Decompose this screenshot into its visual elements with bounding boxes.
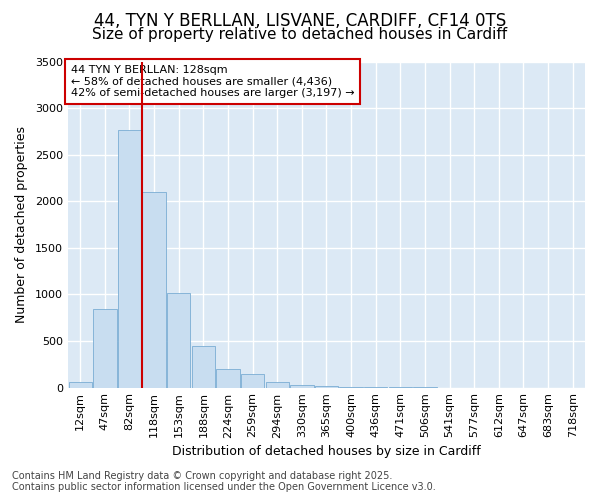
Bar [118, 130, 141, 388]
Y-axis label: Number of detached properties: Number of detached properties [15, 126, 28, 323]
Text: 44 TYN Y BERLLAN: 128sqm
← 58% of detached houses are smaller (4,436)
42% of sem: 44 TYN Y BERLLAN: 128sqm ← 58% of detach… [71, 65, 354, 98]
Bar [340, 387, 363, 388]
Bar [266, 382, 289, 388]
Text: Size of property relative to detached houses in Cardiff: Size of property relative to detached ho… [92, 28, 508, 42]
Text: Contains HM Land Registry data © Crown copyright and database right 2025.
Contai: Contains HM Land Registry data © Crown c… [12, 471, 436, 492]
Bar [167, 292, 190, 388]
X-axis label: Distribution of detached houses by size in Cardiff: Distribution of detached houses by size … [172, 444, 481, 458]
Text: 44, TYN Y BERLLAN, LISVANE, CARDIFF, CF14 0TS: 44, TYN Y BERLLAN, LISVANE, CARDIFF, CF1… [94, 12, 506, 30]
Bar [216, 369, 239, 388]
Bar [315, 386, 338, 388]
Bar [142, 192, 166, 388]
Bar [68, 382, 92, 388]
Bar [290, 385, 314, 388]
Bar [191, 346, 215, 388]
Bar [93, 310, 116, 388]
Bar [241, 374, 264, 388]
